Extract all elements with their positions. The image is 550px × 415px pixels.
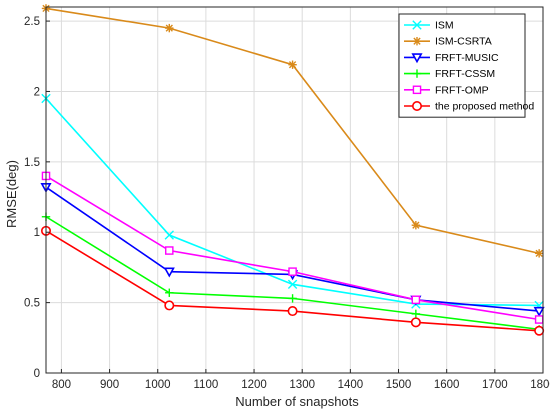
series-the-proposed-method — [40, 225, 545, 336]
y-tick-label: 0.5 — [24, 298, 40, 310]
x-tick-label: 1700 — [482, 379, 508, 391]
legend-label: FRFT-MUSIC — [435, 52, 499, 64]
plot-frame — [45, 6, 544, 374]
data-point — [287, 306, 298, 317]
legend-marker — [411, 53, 423, 64]
legend-entry: FRFT-OMP — [404, 84, 489, 96]
y-tick-label: 0 — [34, 368, 40, 380]
legend-marker — [412, 69, 422, 78]
data-point — [288, 267, 297, 276]
x-tick-label: 800 — [52, 379, 71, 391]
y-tick-label: 2 — [34, 86, 40, 98]
legend-entry: ISM — [404, 20, 454, 32]
x-tick-label: 1400 — [338, 379, 364, 391]
legend-entry: FRFT-MUSIC — [404, 52, 499, 64]
data-point — [164, 230, 174, 240]
x-tick-label: 1500 — [386, 379, 412, 391]
legend-entry: the proposed method — [404, 101, 534, 113]
legend-label: FRFT-OMP — [435, 84, 489, 96]
y-tick-label: 1.5 — [24, 157, 40, 169]
legend-marker — [411, 101, 422, 112]
data-point — [288, 60, 297, 69]
data-point — [288, 294, 297, 303]
data-point — [410, 317, 421, 328]
data-point — [534, 315, 544, 324]
legend-label: FRFT-CSSM — [435, 68, 495, 80]
legend-label: ISM-CSRTA — [435, 36, 492, 48]
data-point — [164, 300, 175, 311]
legend-box — [398, 13, 526, 118]
data-point — [165, 246, 174, 255]
legend-entry: ISM-CSRTA — [404, 36, 492, 48]
x-tick-label: 1100 — [194, 379, 219, 391]
y-tick-label: 1 — [34, 227, 40, 239]
x-tick-label: 1600 — [434, 379, 460, 391]
x-tick-label: 1000 — [145, 379, 171, 391]
y-axis-label: RMSE(deg) — [4, 160, 19, 228]
data-point — [533, 306, 545, 317]
data-point — [411, 220, 421, 230]
y-tick-label: 2.5 — [24, 16, 40, 28]
data-point — [287, 279, 298, 290]
data-point — [165, 23, 174, 33]
data-point — [411, 309, 421, 319]
legend-marker — [412, 85, 422, 95]
data-point — [165, 288, 174, 297]
y-axis-ticks: 0 0.5 1 1.5 2 2.5 — [24, 16, 50, 380]
x-axis-label: Number of snapshots — [235, 394, 359, 409]
legend-marker — [412, 20, 422, 30]
legend-entry: FRFT-CSSM — [404, 68, 495, 80]
legend-label: ISM — [435, 20, 454, 32]
x-tick-label: 1200 — [241, 379, 267, 391]
series-ism-csrta — [41, 4, 544, 258]
data-point — [411, 295, 421, 305]
legend-label: the proposed method — [435, 101, 534, 113]
data-point — [534, 325, 545, 336]
legend: ISM ISM-CSRTA FRFT-MUSIC FRFT-CSSM FRFT-OMP t… — [398, 13, 534, 118]
data-point — [534, 249, 544, 258]
data-point — [163, 267, 175, 278]
legend-marker — [412, 37, 422, 46]
x-tick-label: 900 — [100, 379, 119, 391]
x-tick-label: 1300 — [289, 379, 315, 391]
x-axis-ticks: 800 900 1000 1100 1200 1300 1400 1500 1600 1700 18… — [52, 369, 550, 391]
series-layer — [40, 4, 545, 336]
